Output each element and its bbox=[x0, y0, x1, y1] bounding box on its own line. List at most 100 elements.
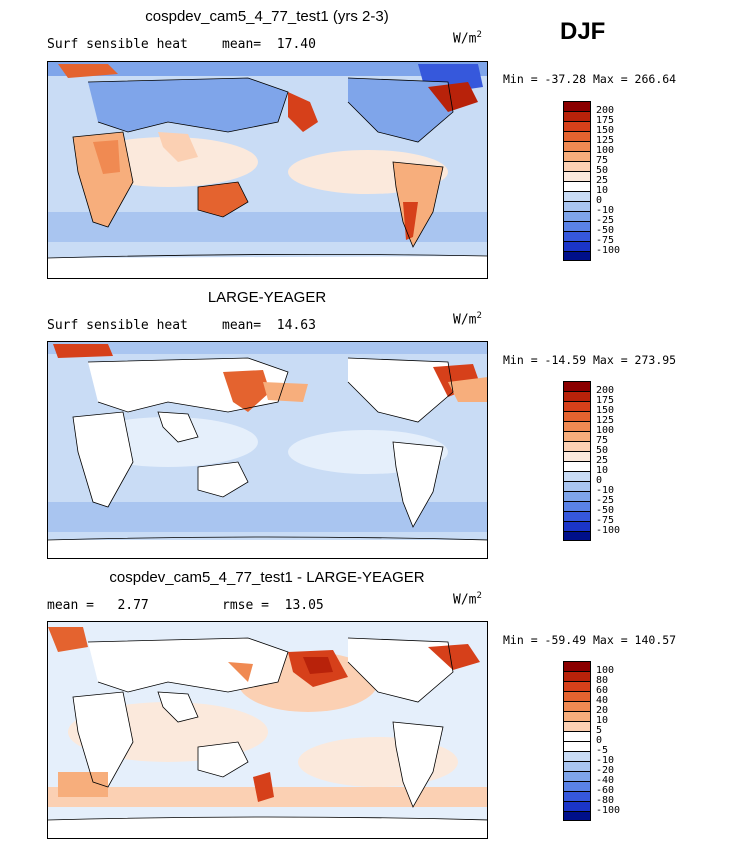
colorbar-swatch bbox=[563, 101, 591, 111]
colorbar-swatch bbox=[563, 521, 591, 531]
colorbar-tick-label: -100 bbox=[596, 805, 621, 816]
panel-1-map bbox=[47, 61, 488, 279]
colorbar-tick-label: 25 bbox=[596, 455, 609, 466]
colorbar-swatch bbox=[563, 231, 591, 241]
colorbar-swatch bbox=[563, 791, 591, 801]
colorbar-tick-label: 0 bbox=[596, 735, 603, 746]
colorbar-tick-label: 100 bbox=[596, 425, 615, 436]
colorbar-swatch bbox=[563, 151, 591, 161]
colorbar-swatch bbox=[563, 691, 591, 701]
colorbar-tick-label: 175 bbox=[596, 115, 615, 126]
colorbar-tick-label: -10 bbox=[596, 755, 615, 766]
colorbar-tick-label: 0 bbox=[596, 195, 603, 206]
colorbar-tick-label: 50 bbox=[596, 165, 609, 176]
panel-3-title: cospdev_cam5_4_77_test1 - LARGE-YEAGER bbox=[109, 569, 425, 586]
colorbar-swatch bbox=[563, 531, 591, 541]
colorbar-swatch bbox=[563, 751, 591, 761]
colorbar-swatch bbox=[563, 241, 591, 251]
colorbar-tick-label: -60 bbox=[596, 785, 615, 796]
colorbar-tick-label: 175 bbox=[596, 395, 615, 406]
colorbar-tick-label: 20 bbox=[596, 705, 609, 716]
colorbar-swatch bbox=[563, 141, 591, 151]
colorbar-tick-label: 150 bbox=[596, 125, 615, 136]
colorbar-swatch bbox=[563, 491, 591, 501]
colorbar-tick-label: -75 bbox=[596, 515, 615, 526]
colorbar-swatch bbox=[563, 131, 591, 141]
colorbar-tick-label: 100 bbox=[596, 145, 615, 156]
colorbar-swatch bbox=[563, 771, 591, 781]
colorbar-swatch bbox=[563, 401, 591, 411]
colorbar-tick-label: 200 bbox=[596, 105, 615, 116]
colorbar-tick-label: -10 bbox=[596, 485, 615, 496]
colorbar-tick-label: -10 bbox=[596, 205, 615, 216]
colorbar-tick-label: 10 bbox=[596, 185, 609, 196]
colorbar-swatch bbox=[563, 251, 591, 261]
panel-2-title: LARGE-YEAGER bbox=[207, 289, 327, 306]
colorbar-tick-label: 40 bbox=[596, 695, 609, 706]
colorbar-tick-label: 5 bbox=[596, 725, 603, 736]
colorbar-swatch bbox=[563, 451, 591, 461]
panel-3-map bbox=[47, 621, 488, 839]
colorbar-tick-label: 50 bbox=[596, 445, 609, 456]
panel-2-map bbox=[47, 341, 488, 559]
colorbar-tick-label: -40 bbox=[596, 775, 615, 786]
colorbar-swatch bbox=[563, 711, 591, 721]
colorbar-tick-label: -80 bbox=[596, 795, 615, 806]
colorbar-tick-label: 200 bbox=[596, 385, 615, 396]
colorbar-swatch bbox=[563, 701, 591, 711]
colorbar-swatch bbox=[563, 721, 591, 731]
colorbar-tick-label: 25 bbox=[596, 175, 609, 186]
panel-1-minmax: Min = -37.28 Max = 266.64 bbox=[503, 72, 677, 86]
panel-2-colorbar bbox=[563, 381, 591, 541]
colorbar-tick-label: -25 bbox=[596, 215, 615, 226]
colorbar-swatch bbox=[563, 471, 591, 481]
panel-1-colorbar bbox=[563, 101, 591, 261]
colorbar-swatch bbox=[563, 221, 591, 231]
colorbar-tick-label: 0 bbox=[596, 475, 603, 486]
colorbar-tick-label: -100 bbox=[596, 245, 621, 256]
colorbar-tick-label: -5 bbox=[596, 745, 609, 756]
panel-3-mean: mean = 2.77 bbox=[47, 598, 149, 613]
colorbar-swatch bbox=[563, 511, 591, 521]
panel-2-minmax: Min = -14.59 Max = 273.95 bbox=[503, 353, 677, 367]
colorbar-tick-label: 80 bbox=[596, 675, 609, 686]
panel-3-minmax: Min = -59.49 Max = 140.57 bbox=[503, 633, 677, 647]
colorbar-tick-label: -75 bbox=[596, 235, 615, 246]
colorbar-tick-label: 75 bbox=[596, 155, 609, 166]
colorbar-swatch bbox=[563, 421, 591, 431]
season-label: DJF bbox=[560, 18, 606, 45]
colorbar-swatch bbox=[563, 181, 591, 191]
panel-1-units: W/m2 bbox=[453, 30, 482, 47]
colorbar-swatch bbox=[563, 111, 591, 121]
colorbar-tick-label: 150 bbox=[596, 405, 615, 416]
panel-2-units: W/m2 bbox=[453, 311, 482, 328]
colorbar-swatch bbox=[563, 741, 591, 751]
panel-3-colorbar bbox=[563, 661, 591, 821]
colorbar-swatch bbox=[563, 201, 591, 211]
colorbar-swatch bbox=[563, 191, 591, 201]
panel-2-mean: mean= 14.63 bbox=[222, 318, 316, 333]
panel-1-title: cospdev_cam5_4_77_test1 (yrs 2-3) bbox=[145, 8, 389, 25]
colorbar-swatch bbox=[563, 391, 591, 401]
panel-3-units: W/m2 bbox=[453, 591, 482, 608]
colorbar-swatch bbox=[563, 411, 591, 421]
panel-2-variable: Surf sensible heat bbox=[47, 318, 188, 333]
colorbar-swatch bbox=[563, 501, 591, 511]
colorbar-swatch bbox=[563, 461, 591, 471]
colorbar-swatch bbox=[563, 481, 591, 491]
colorbar-swatch bbox=[563, 661, 591, 671]
colorbar-swatch bbox=[563, 441, 591, 451]
colorbar-tick-label: 10 bbox=[596, 465, 609, 476]
colorbar-tick-label: -50 bbox=[596, 505, 615, 516]
colorbar-swatch bbox=[563, 781, 591, 791]
colorbar-tick-label: 10 bbox=[596, 715, 609, 726]
colorbar-tick-label: -50 bbox=[596, 225, 615, 236]
colorbar-tick-label: -25 bbox=[596, 495, 615, 506]
colorbar-tick-label: 125 bbox=[596, 415, 615, 426]
colorbar-tick-label: -100 bbox=[596, 525, 621, 536]
colorbar-swatch bbox=[563, 381, 591, 391]
colorbar-swatch bbox=[563, 811, 591, 821]
colorbar-swatch bbox=[563, 801, 591, 811]
panel-3-rmse: rmse = 13.05 bbox=[222, 598, 324, 613]
colorbar-swatch bbox=[563, 431, 591, 441]
